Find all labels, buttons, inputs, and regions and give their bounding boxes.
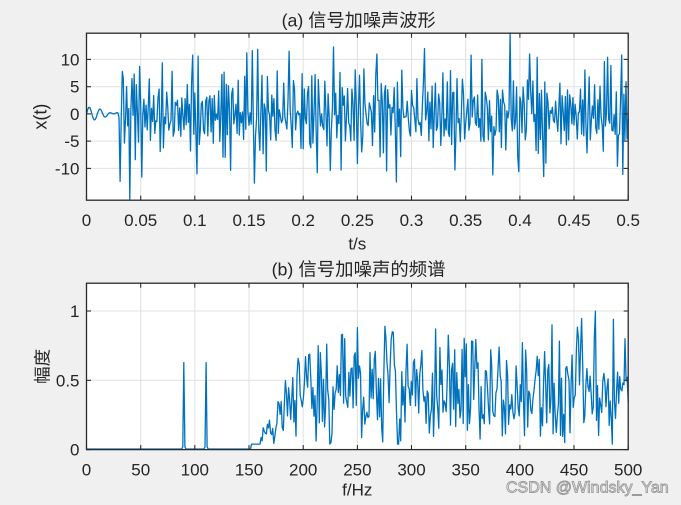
- svg-text:0.1: 0.1: [183, 211, 207, 230]
- svg-text:f/Hz: f/Hz: [342, 481, 372, 500]
- svg-text:0: 0: [70, 441, 79, 460]
- svg-text:100: 100: [181, 461, 209, 480]
- svg-text:10: 10: [61, 50, 80, 69]
- svg-text:0: 0: [70, 105, 79, 124]
- svg-text:0.2: 0.2: [291, 211, 315, 230]
- svg-text:150: 150: [235, 461, 263, 480]
- svg-text:t/s: t/s: [348, 235, 366, 254]
- svg-text:-10: -10: [55, 159, 80, 178]
- svg-text:200: 200: [289, 461, 317, 480]
- svg-text:0: 0: [82, 211, 91, 230]
- svg-text:500: 500: [614, 461, 642, 480]
- svg-text:0.15: 0.15: [232, 211, 265, 230]
- svg-text:0.5: 0.5: [616, 211, 640, 230]
- svg-text:300: 300: [397, 461, 425, 480]
- svg-text:1: 1: [70, 302, 79, 321]
- svg-text:0.25: 0.25: [341, 211, 374, 230]
- svg-text:0.4: 0.4: [508, 211, 532, 230]
- svg-text:0.45: 0.45: [557, 211, 590, 230]
- svg-text:(b): (b): [272, 260, 294, 280]
- svg-text:350: 350: [452, 461, 480, 480]
- svg-text:x(t): x(t): [31, 104, 51, 130]
- svg-text:5: 5: [70, 78, 79, 97]
- svg-text:0.35: 0.35: [449, 211, 482, 230]
- svg-text:250: 250: [343, 461, 371, 480]
- svg-text:CSDN @Windsky_Yan: CSDN @Windsky_Yan: [506, 480, 669, 497]
- svg-text:0.3: 0.3: [400, 211, 424, 230]
- svg-text:0.05: 0.05: [124, 211, 157, 230]
- svg-text:0.5: 0.5: [56, 371, 80, 390]
- svg-text:0: 0: [82, 461, 91, 480]
- svg-text:400: 400: [506, 461, 534, 480]
- svg-text:450: 450: [560, 461, 588, 480]
- svg-text:-5: -5: [64, 132, 79, 151]
- svg-text:50: 50: [131, 461, 150, 480]
- svg-text:(a): (a): [282, 11, 304, 31]
